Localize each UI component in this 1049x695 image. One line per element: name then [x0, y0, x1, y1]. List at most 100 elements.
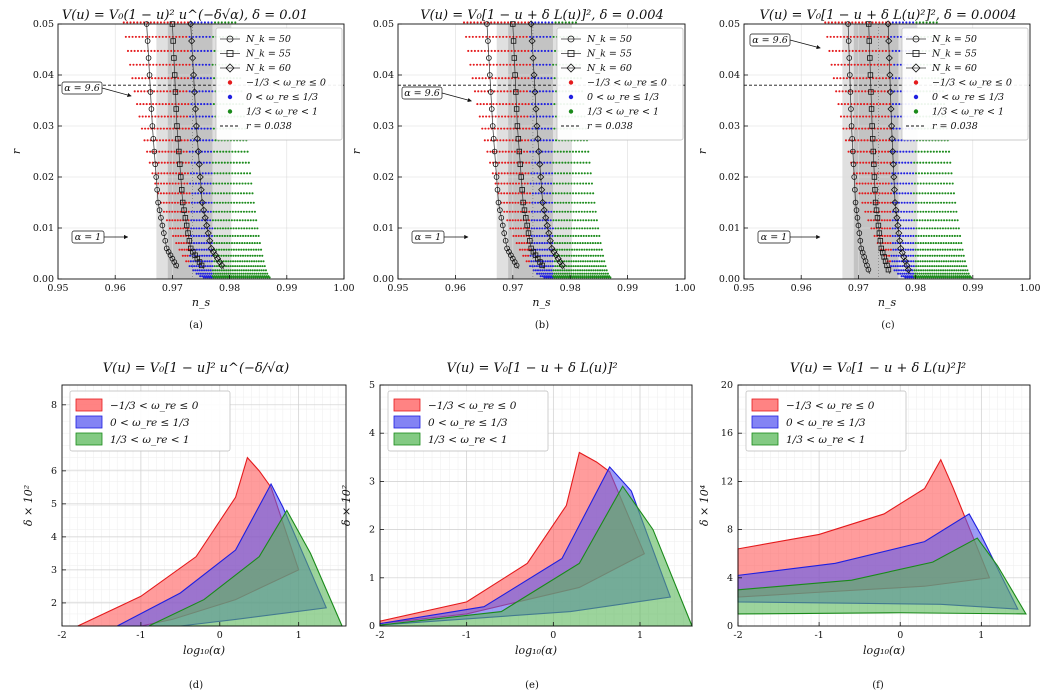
scatter-dot: [221, 272, 224, 275]
nk-marker-diamond: [196, 173, 204, 181]
scatter-dot: [586, 192, 589, 195]
scatter-dot: [140, 49, 143, 53]
nk-marker-circle: [855, 222, 862, 229]
scatter-dot: [481, 115, 485, 118]
ytick-label: 2: [51, 598, 57, 609]
nk-marker-circle: [513, 262, 520, 269]
scatter-dot: [584, 260, 587, 263]
scatter-dot: [498, 161, 501, 164]
scatter-dot: [163, 161, 166, 164]
scatter-dot: [186, 172, 190, 175]
scatter-dot: [931, 248, 934, 251]
legend-box: [745, 390, 907, 452]
scatter-dot: [233, 269, 237, 272]
scatter-dot: [883, 201, 886, 204]
scatter-dot: [148, 63, 152, 66]
scatter-dot: [561, 242, 564, 245]
scatter-dot: [563, 219, 566, 222]
scatter-dot: [528, 63, 532, 66]
scatter-dot: [914, 172, 918, 175]
scatter-dot: [153, 21, 156, 24]
scatter-dot: [521, 248, 524, 251]
scatter-dot: [956, 219, 959, 222]
scatter-dot: [211, 265, 214, 268]
scatter-dot: [868, 161, 871, 164]
scatter-dot: [225, 254, 228, 257]
scatter-dot: [177, 77, 180, 80]
scatter-dot: [222, 269, 226, 272]
scatter-dot: [210, 172, 213, 175]
scatter-dot: [495, 63, 498, 66]
scatter-dot: [554, 172, 557, 175]
scatter-dot: [586, 260, 589, 263]
scatter-dot: [189, 172, 192, 175]
scatter-dot: [554, 234, 557, 238]
scatter-dot: [190, 201, 193, 204]
scatter-dot: [238, 201, 241, 204]
scatter-dot: [891, 227, 894, 230]
scatter-dot: [165, 139, 168, 142]
scatter-dot: [480, 90, 483, 93]
scatter-dot: [896, 63, 899, 66]
scatter-dot: [546, 248, 549, 251]
scatter-dot: [471, 77, 474, 80]
scatter-dot: [873, 35, 876, 38]
scatter-dot: [941, 272, 945, 275]
legend-label: −1/3 < ω_re ≤ 0: [587, 78, 667, 89]
nk-marker-square: [170, 38, 176, 44]
scatter-dot: [244, 275, 247, 278]
scatter-dot: [551, 192, 555, 195]
nk-marker-diamond: [546, 237, 554, 245]
scatter-dot: [573, 201, 576, 204]
scatter-dot: [495, 103, 498, 106]
scatter-dot: [553, 201, 556, 204]
scatter-dot: [526, 150, 529, 153]
scatter-dot: [577, 254, 580, 257]
scatter-dot: [926, 201, 929, 204]
scatter-dot: [828, 49, 831, 53]
scatter-dot: [529, 115, 532, 118]
scatter-dot: [859, 150, 862, 153]
nk-marker-square: [515, 136, 522, 142]
scatter-dot: [522, 35, 525, 38]
scatter-dot: [855, 77, 858, 80]
scatter-dot: [242, 275, 245, 278]
scatter-dot: [530, 260, 533, 263]
scatter-dot: [211, 139, 214, 142]
scatter-dot: [158, 35, 161, 38]
scatter-dot: [841, 49, 844, 53]
scatter-dot: [944, 272, 947, 275]
scatter-dot: [572, 234, 575, 238]
scatter-dot: [176, 227, 180, 230]
scatter-dot: [520, 115, 523, 118]
scatter-dot: [500, 49, 503, 53]
scatter-dot: [191, 150, 194, 153]
scatter-dot: [902, 219, 905, 222]
legend-dot: [913, 109, 919, 114]
scatter-dot: [899, 219, 902, 222]
scatter-dot: [516, 90, 519, 93]
scatter-dot: [561, 182, 564, 185]
scatter-dot: [516, 150, 520, 153]
scatter-dot: [595, 234, 598, 238]
scatter-dot: [187, 161, 190, 164]
scatter-dot: [961, 248, 964, 251]
scatter-dot: [519, 63, 522, 66]
scatter-dot: [194, 269, 197, 272]
nk-marker-square: [518, 174, 524, 180]
scatter-dot: [839, 35, 842, 38]
scatter-dot: [213, 260, 216, 263]
scatter-dot: [552, 275, 555, 278]
scatter-dot: [919, 269, 923, 272]
scatter-dot: [145, 103, 148, 106]
scatter-dot: [485, 115, 488, 118]
scatter-dot: [946, 272, 949, 275]
scatter-dot: [902, 210, 906, 213]
scatter-dot: [876, 182, 879, 185]
scatter-dot: [970, 276, 973, 279]
scatter-dot: [166, 161, 169, 164]
scatter-dot: [878, 201, 881, 204]
scatter-dot: [242, 234, 245, 238]
scatter-dot: [543, 227, 546, 230]
scatter-dot: [178, 172, 181, 175]
